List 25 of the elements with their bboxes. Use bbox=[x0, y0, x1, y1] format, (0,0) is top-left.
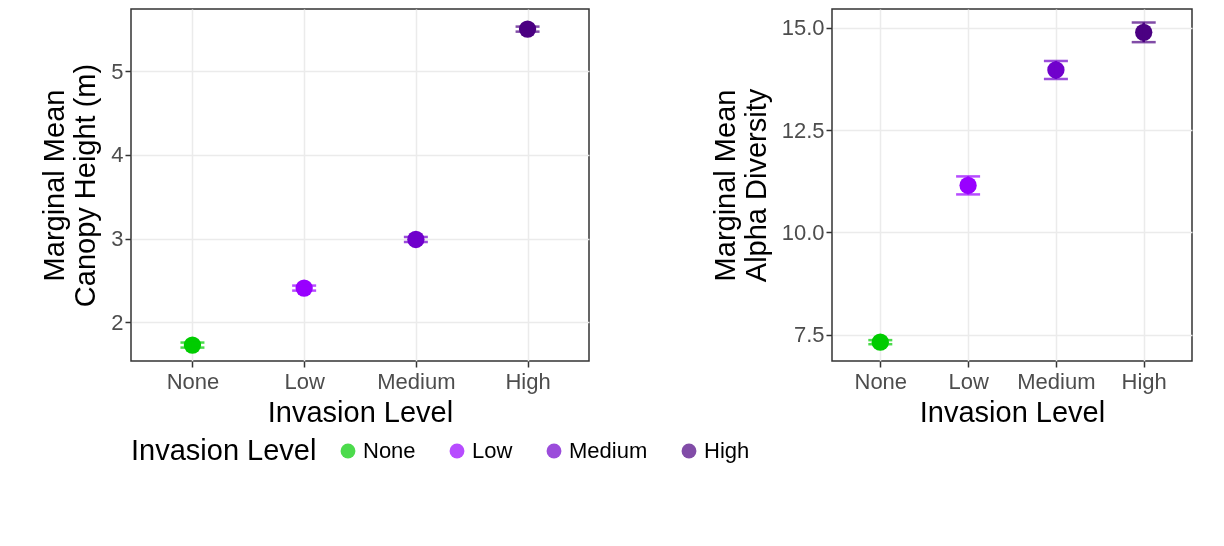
x-tick-label: Medium bbox=[377, 368, 456, 394]
y-tick-label: 15.0 bbox=[781, 15, 825, 41]
x-tick-label: Medium bbox=[1017, 368, 1096, 394]
y-axis-title: Marginal Mean Alpha Diversity bbox=[708, 88, 772, 283]
legend-title: Invasion Level bbox=[131, 434, 317, 466]
y-tick-label: 10.0 bbox=[781, 219, 825, 245]
x-tick-label: High bbox=[1121, 368, 1167, 394]
x-tick-label: High bbox=[505, 368, 551, 394]
y-tick-label: 5 bbox=[111, 58, 124, 84]
y-axis-title: Marginal Mean Canopy Height (m) bbox=[38, 63, 102, 308]
y-tick-label: 2 bbox=[111, 309, 124, 335]
legend-label: High bbox=[704, 438, 750, 463]
x-tick-label: Low bbox=[284, 368, 325, 394]
x-axis-title: Invasion Level bbox=[919, 395, 1106, 428]
legend-label: Medium bbox=[569, 438, 648, 463]
legend-label: None bbox=[363, 438, 416, 463]
legend-label: Low bbox=[472, 438, 513, 463]
x-tick-label: Low bbox=[948, 368, 989, 394]
y-tick-label: 7.5 bbox=[793, 322, 825, 348]
x-axis-title: Invasion Level bbox=[267, 395, 454, 428]
x-tick-label: None bbox=[166, 368, 220, 394]
y-tick-label: 12.5 bbox=[781, 117, 825, 143]
x-tick-label: None bbox=[854, 368, 908, 394]
y-tick-label: 3 bbox=[111, 226, 124, 252]
y-tick-label: 4 bbox=[111, 142, 124, 168]
